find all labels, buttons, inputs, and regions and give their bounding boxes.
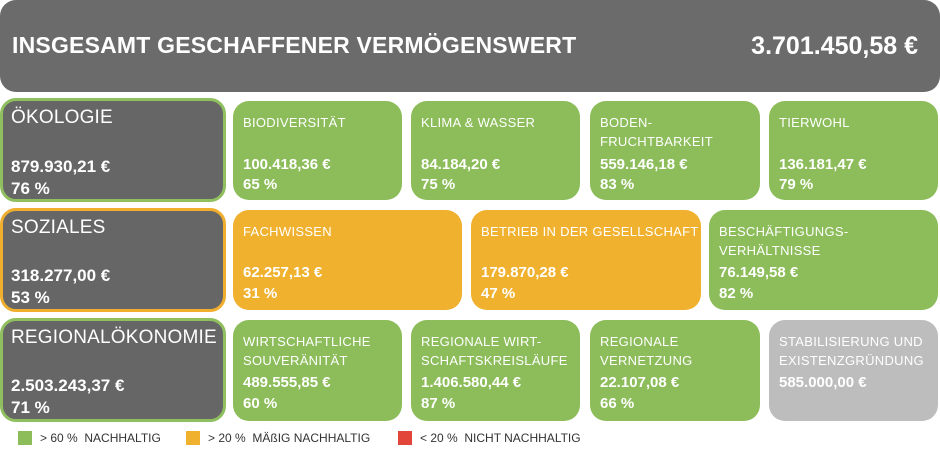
- tile-name: BETRIEB IN DER GESELLSCHAFT: [481, 224, 699, 239]
- tile-name: FACHWISSEN: [243, 224, 332, 239]
- tile-name: KLIMA & WASSER: [421, 115, 536, 130]
- tile-tierwohl: TIERWOHL 136.181,47 € 79 %: [769, 101, 938, 200]
- category-percent: 71 %: [11, 398, 50, 417]
- category-percent: 53 %: [11, 288, 50, 307]
- category-name: ÖKOLOGIE: [11, 107, 113, 128]
- tile-fachwissen: FACHWISSEN 62.257,13 € 31 %: [233, 210, 462, 310]
- tile-percent: 65 %: [243, 176, 278, 193]
- total-value-header: INSGESAMT GESCHAFFENER VERMÖGENSWERT 3.7…: [0, 0, 940, 92]
- category-amount: 318.277,00 €: [11, 266, 111, 285]
- header-amount: 3.701.450,58 €: [751, 32, 918, 60]
- tile-name: STABILISIERUNG UND EXISTENZGRÜNDUNG: [779, 334, 924, 368]
- tile-bodenfruchtbarkeit: BODEN- FRUCHTBARKEIT 559.146,18 € 83 %: [590, 101, 760, 200]
- tile-betrieb-gesellschaft: BETRIEB IN DER GESELLSCHAFT 179.870,28 €…: [471, 210, 701, 310]
- tile-percent: 47 %: [481, 285, 516, 302]
- category-name: SOZIALES: [11, 217, 106, 238]
- category-amount: 879.930,21 €: [11, 157, 111, 176]
- tile-percent: 75 %: [421, 176, 456, 193]
- legend-item-nachhaltig: > 60 % NACHHALTIG: [18, 431, 161, 445]
- category-oekologie: ÖKOLOGIE 879.930,21 € 76 %: [0, 98, 226, 202]
- legend: > 60 % NACHHALTIG > 20 % MÄßIG NACHHALTI…: [0, 431, 940, 451]
- tile-amount: 179.870,28 €: [481, 264, 569, 281]
- category-percent: 76 %: [11, 179, 50, 198]
- tile-beschaeftigungsverhaeltnisse: BESCHÄFTIGUNGS- VERHÄLTNISSE 76.149,58 €…: [709, 210, 938, 310]
- tile-percent: 82 %: [719, 285, 754, 302]
- tile-percent: 79 %: [779, 176, 814, 193]
- tile-regionale-wirtschaftskreislaeufe: REGIONALE WIRT- SCHAFTSKREISLÄUFE 1.406.…: [411, 320, 580, 421]
- header-title: INSGESAMT GESCHAFFENER VERMÖGENSWERT: [12, 32, 577, 58]
- legend-swatch-green: [18, 431, 32, 445]
- legend-item-maessig: > 20 % MÄßIG NACHHALTIG: [186, 431, 370, 445]
- tile-regionale-vernetzung: REGIONALE VERNETZUNG 22.107,08 € 66 %: [590, 320, 760, 421]
- legend-swatch-red: [398, 431, 412, 445]
- legend-item-nicht: < 20 % NICHT NACHHALTIG: [398, 431, 581, 445]
- tile-amount: 559.146,18 €: [600, 156, 688, 173]
- tile-name: BESCHÄFTIGUNGS- VERHÄLTNISSE: [719, 224, 849, 258]
- tile-amount: 136.181,47 €: [779, 156, 867, 173]
- tile-percent: 60 %: [243, 395, 278, 412]
- tile-amount: 84.184,20 €: [421, 156, 501, 173]
- category-regionaloekonomie: REGIONALÖKONOMIE 2.503.243,37 € 71 %: [0, 318, 226, 422]
- tile-name: REGIONALE VERNETZUNG: [600, 334, 693, 368]
- category-soziales: SOZIALES 318.277,00 € 53 %: [0, 208, 226, 312]
- tile-amount: 585.000,00 €: [779, 374, 867, 391]
- legend-label: < 20 % NICHT NACHHALTIG: [420, 431, 581, 445]
- tile-amount: 76.149,58 €: [719, 264, 799, 281]
- legend-label: > 20 % MÄßIG NACHHALTIG: [208, 431, 371, 445]
- tile-klima-wasser: KLIMA & WASSER 84.184,20 € 75 %: [411, 101, 580, 200]
- tile-amount: 62.257,13 €: [243, 264, 323, 281]
- tile-stabilisierung-existenzgruendung: STABILISIERUNG UND EXISTENZGRÜNDUNG 585.…: [769, 320, 938, 421]
- category-amount: 2.503.243,37 €: [11, 376, 125, 395]
- tile-name: REGIONALE WIRT- SCHAFTSKREISLÄUFE: [421, 334, 568, 368]
- tile-name: TIERWOHL: [779, 115, 850, 130]
- tile-amount: 22.107,08 €: [600, 374, 680, 391]
- tile-amount: 1.406.580,44 €: [421, 374, 522, 391]
- tile-name: BODEN- FRUCHTBARKEIT: [600, 115, 713, 149]
- tile-name: WIRTSCHAFTLICHE SOUVERÄNITÄT: [243, 334, 371, 368]
- legend-swatch-yellow: [186, 431, 200, 445]
- tile-percent: 31 %: [243, 285, 278, 302]
- tile-biodiversitaet: BIODIVERSITÄT 100.418,36 € 65 %: [233, 101, 402, 200]
- tile-percent: 83 %: [600, 176, 635, 193]
- tile-percent: 66 %: [600, 395, 635, 412]
- tile-percent: 87 %: [421, 395, 456, 412]
- tile-name: BIODIVERSITÄT: [243, 115, 346, 130]
- tile-wirtschaftliche-souveraenitaet: WIRTSCHAFTLICHE SOUVERÄNITÄT 489.555,85 …: [233, 320, 402, 421]
- tile-amount: 489.555,85 €: [243, 374, 331, 391]
- tile-amount: 100.418,36 €: [243, 156, 331, 173]
- category-name: REGIONALÖKONOMIE: [11, 327, 217, 348]
- legend-label: > 60 % NACHHALTIG: [40, 431, 161, 445]
